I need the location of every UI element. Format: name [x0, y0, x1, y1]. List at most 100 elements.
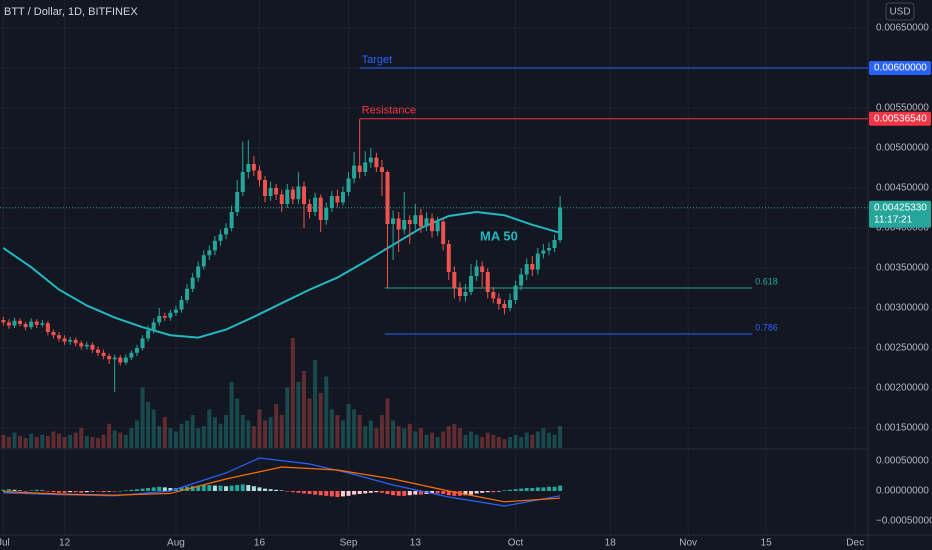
volume [1, 338, 563, 448]
macd-histogram-bar [151, 487, 156, 491]
macd-histogram-bar [73, 490, 78, 493]
candle-body [407, 220, 412, 224]
volume-bar [296, 382, 301, 448]
volume-bar [240, 415, 245, 448]
candle-body [457, 288, 462, 296]
ma-line [2, 210, 561, 339]
candle-body [190, 277, 195, 289]
volume-bar [224, 415, 229, 448]
volume-bar [257, 409, 262, 448]
volume-bar [107, 423, 112, 448]
volume-bar [329, 409, 334, 448]
volume-bar [524, 432, 529, 448]
fib-label: 0.786 [755, 322, 778, 332]
macd-histogram-bar [519, 488, 524, 491]
y-tick-label: 0.00500000 [876, 143, 929, 154]
price-pane: Target Resistance 0.618 0.786 MA 50 [0, 54, 868, 392]
macd-histogram-bar [240, 484, 245, 491]
x-tick-label: Sep [340, 538, 358, 549]
level-price: 0.00536540 [874, 113, 927, 124]
macd-histogram-bar [301, 490, 306, 494]
macd-histogram-bar [496, 490, 501, 492]
macd-histogram-bar [18, 490, 23, 491]
candle-body [151, 322, 156, 331]
candle-body [513, 285, 518, 300]
candle-body [507, 300, 512, 308]
candle-body [446, 244, 451, 272]
volume-bar [168, 428, 173, 448]
macd-histogram-bar [535, 487, 540, 491]
macd-histogram-bar [335, 490, 340, 498]
candle-body [73, 340, 78, 344]
volume-bar [418, 428, 423, 448]
volume-bar [179, 423, 184, 448]
macd-histogram-bar [257, 487, 262, 491]
volume-bar [151, 409, 156, 448]
macd-histogram-bar [340, 490, 345, 497]
candle-body [62, 338, 67, 342]
level-price-box [869, 61, 931, 75]
candle-body [146, 330, 151, 339]
level-name: Target [362, 54, 393, 66]
candle-body [140, 338, 145, 348]
volume-bar [201, 426, 206, 448]
candle-body [329, 196, 334, 208]
candle-body [107, 356, 112, 360]
macd-histogram-bar [224, 486, 229, 491]
macd-histogram-bar [474, 490, 479, 494]
macd-histogram-bar [107, 490, 112, 492]
macd-histogram-bar [296, 490, 301, 493]
macd-histogram-bar [502, 490, 507, 491]
y-tick-label: 0.00300000 [876, 303, 929, 314]
volume-bar [463, 434, 468, 448]
candle-body [396, 218, 401, 230]
candle-body [335, 196, 340, 203]
volume-bar [301, 371, 306, 448]
candle-body [45, 323, 50, 332]
candle-body [29, 321, 34, 328]
volume-bar [73, 432, 78, 448]
x-tick-label: Nov [679, 538, 697, 549]
candle-body [418, 215, 423, 227]
macd-histogram-bar [179, 487, 184, 491]
volume-bar [491, 434, 496, 448]
volume-bar [29, 433, 34, 448]
volume-bar [485, 432, 490, 448]
volume-bar [157, 426, 162, 448]
candle-body [34, 321, 39, 325]
macd-histogram-bar [190, 486, 195, 491]
volume-bar [446, 426, 451, 448]
volume-bar [34, 437, 39, 448]
level-price-box [869, 111, 931, 126]
macd-histogram-bar [123, 490, 128, 491]
volume-bar [441, 431, 446, 448]
macd-histogram-bar [6, 489, 11, 491]
volume-bar [279, 415, 284, 448]
candle-body [524, 264, 529, 275]
candle-body [134, 348, 139, 353]
macd-histogram-bar [263, 488, 268, 491]
macd-histogram-bar [57, 490, 62, 493]
candle-body [263, 180, 268, 196]
macd-histogram-bar [157, 486, 162, 491]
candle-body [207, 250, 212, 256]
volume-bar [379, 415, 384, 448]
y-tick-label: 0.00350000 [876, 263, 929, 274]
macd-histogram-bar [274, 489, 279, 491]
candle-body [95, 349, 100, 353]
candle-body [485, 272, 490, 292]
volume-bar [502, 439, 507, 448]
candle-body [413, 215, 418, 224]
fib-label: 0.618 [755, 276, 778, 286]
volume-bar [173, 431, 178, 448]
candle-body [274, 188, 279, 195]
candle-body [118, 357, 123, 363]
volume-bar [313, 360, 318, 448]
y-tick-label: 0.00550000 [876, 103, 929, 114]
candle-body [68, 340, 73, 342]
macd-histogram-bar [196, 485, 201, 491]
candle-body [240, 172, 245, 192]
macd-histogram-bar [251, 486, 256, 491]
volume-bar [346, 404, 351, 448]
volume-bar [12, 432, 17, 448]
